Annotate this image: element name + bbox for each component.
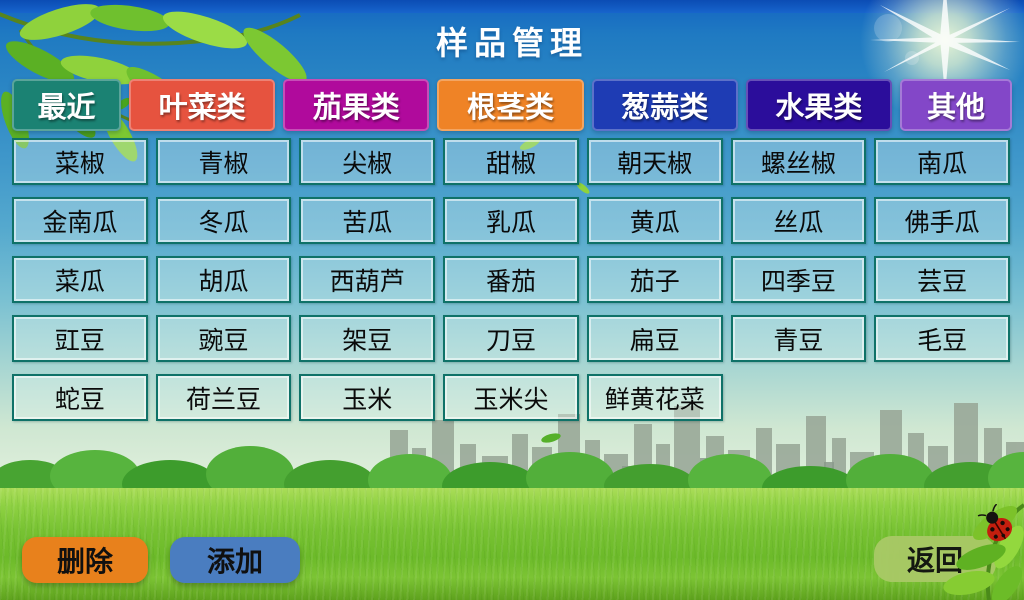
sample-button[interactable]: 玉米 <box>299 374 436 421</box>
sample-button[interactable]: 刀豆 <box>443 315 579 362</box>
ladybug-icon <box>977 504 1013 542</box>
tab-other[interactable]: 其他 <box>900 79 1013 131</box>
sample-button[interactable]: 玉米尖 <box>443 374 579 421</box>
sample-button[interactable]: 番茄 <box>443 256 579 303</box>
sample-button[interactable]: 胡瓜 <box>155 256 292 303</box>
sample-button[interactable]: 尖椒 <box>299 138 436 185</box>
sample-button[interactable]: 青豆 <box>730 315 867 362</box>
sample-button[interactable]: 西葫芦 <box>299 256 436 303</box>
sample-button[interactable]: 黄瓜 <box>586 197 723 244</box>
sample-button[interactable]: 架豆 <box>299 315 436 362</box>
sample-button[interactable]: 螺丝椒 <box>730 138 867 185</box>
sample-button[interactable]: 芸豆 <box>874 256 1010 303</box>
sample-button[interactable]: 茄子 <box>586 256 723 303</box>
sample-grid: 菜椒 青椒 尖椒 甜椒 朝天椒 螺丝椒 南瓜 金南瓜 冬瓜 苦瓜 乳瓜 黄瓜 丝… <box>12 138 1010 421</box>
tab-recent[interactable]: 最近 <box>12 79 121 131</box>
sample-button[interactable]: 金南瓜 <box>12 197 148 244</box>
sample-button[interactable]: 甜椒 <box>443 138 579 185</box>
sample-button[interactable]: 青椒 <box>155 138 292 185</box>
sample-button[interactable]: 菜瓜 <box>12 256 148 303</box>
sample-button[interactable]: 苦瓜 <box>299 197 436 244</box>
tab-allium[interactable]: 葱蒜类 <box>591 79 738 131</box>
tab-leafy[interactable]: 叶菜类 <box>129 79 276 131</box>
tab-root[interactable]: 根茎类 <box>437 79 584 131</box>
sample-button[interactable]: 丝瓜 <box>730 197 867 244</box>
sample-button[interactable]: 冬瓜 <box>155 197 292 244</box>
sample-button[interactable]: 菜椒 <box>12 138 148 185</box>
tab-solanaceous[interactable]: 茄果类 <box>283 79 430 131</box>
sample-button[interactable]: 蛇豆 <box>12 374 148 421</box>
sample-button[interactable]: 佛手瓜 <box>874 197 1010 244</box>
sample-button[interactable]: 扁豆 <box>586 315 723 362</box>
add-button[interactable]: 添加 <box>170 537 300 583</box>
sample-button[interactable]: 豇豆 <box>12 315 148 362</box>
sample-button[interactable]: 毛豆 <box>874 315 1010 362</box>
sample-button[interactable]: 朝天椒 <box>586 138 723 185</box>
top-blue-strip <box>0 0 1024 13</box>
sample-button[interactable]: 鲜黄花菜 <box>586 374 723 421</box>
sample-button[interactable]: 四季豆 <box>730 256 867 303</box>
sample-button[interactable]: 荷兰豆 <box>155 374 292 421</box>
delete-button[interactable]: 删除 <box>22 537 148 583</box>
grass-field <box>0 488 1024 600</box>
category-tabs: 最近 叶菜类 茄果类 根茎类 葱蒜类 水果类 其他 <box>12 79 1013 131</box>
sample-button[interactable]: 豌豆 <box>155 315 292 362</box>
sample-button[interactable]: 乳瓜 <box>443 197 579 244</box>
page-title: 样品管理 <box>435 25 588 61</box>
sample-button[interactable]: 南瓜 <box>874 138 1010 185</box>
tab-fruit[interactable]: 水果类 <box>745 79 893 131</box>
